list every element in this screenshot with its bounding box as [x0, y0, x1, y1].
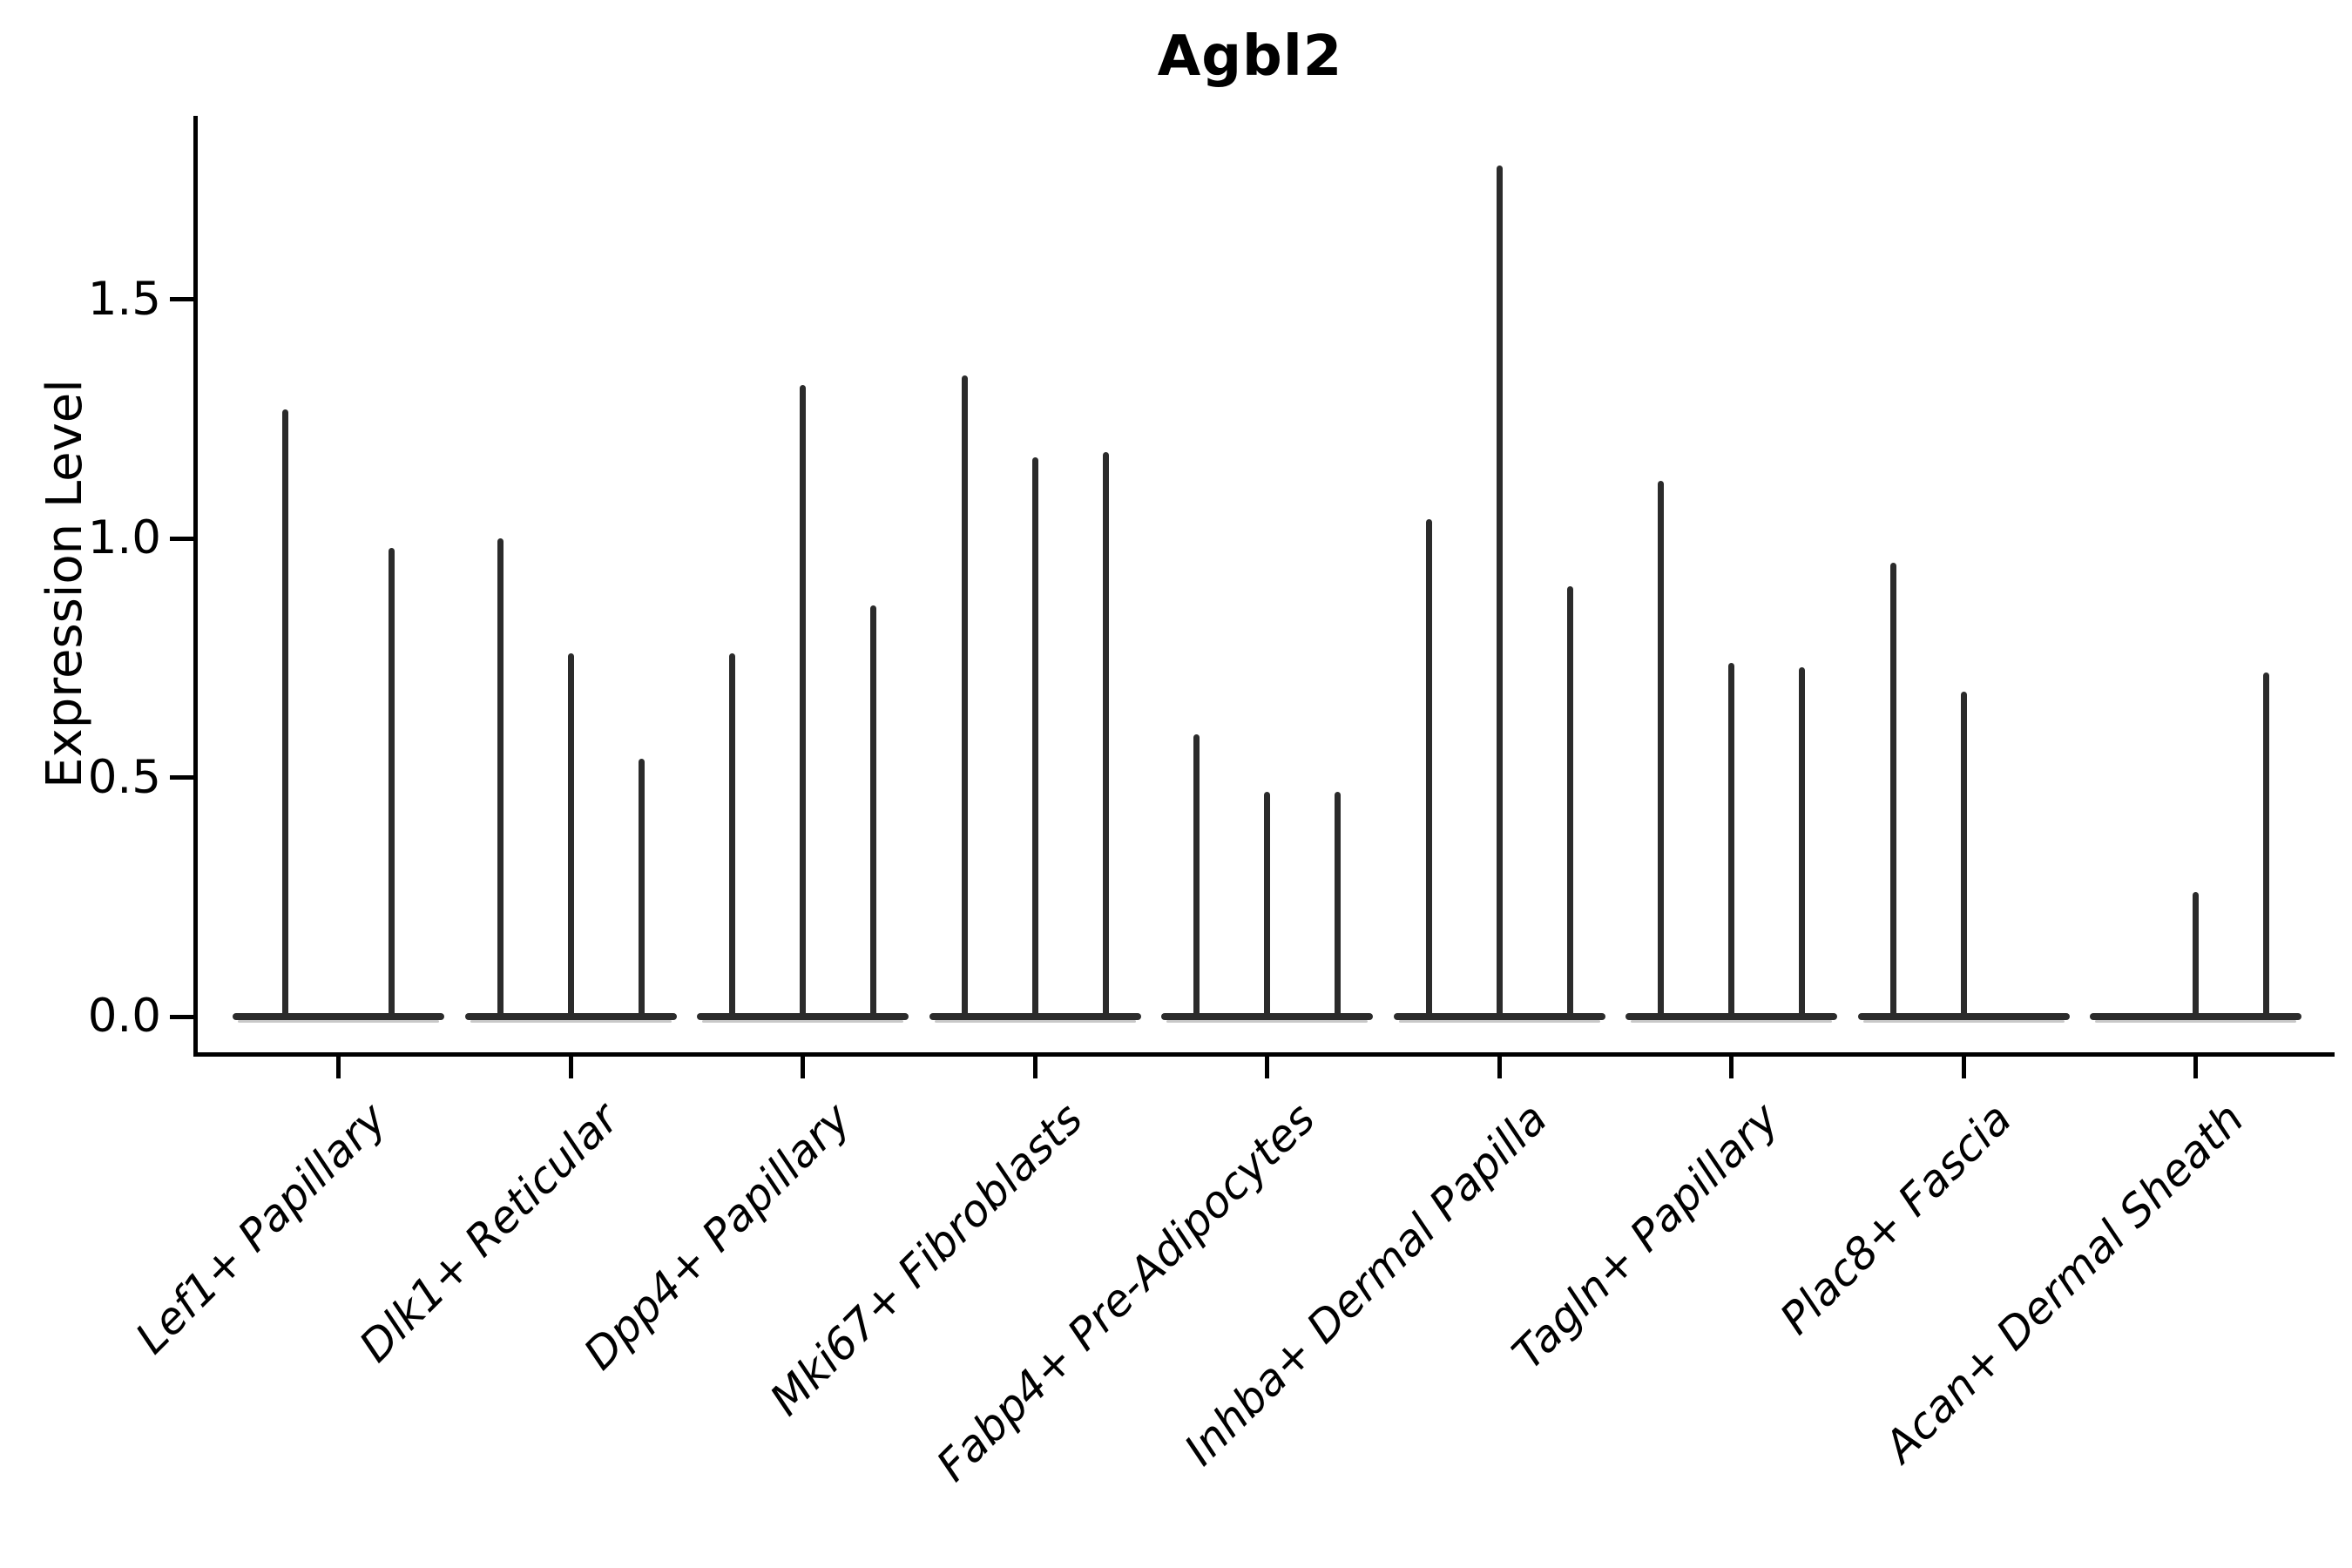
violin-baseline: [1625, 1013, 1837, 1020]
violin-spike: [1425, 519, 1432, 1017]
violin-spike: [1264, 792, 1270, 1017]
y-tick: [170, 536, 193, 541]
violin-baseline-soft: [702, 1020, 903, 1023]
y-tick: [170, 775, 193, 780]
x-tick-label: Plac8+ Fascia: [1770, 1093, 2022, 1344]
left-axis-spine: [193, 116, 198, 1057]
x-tick: [568, 1057, 573, 1078]
x-tick: [2193, 1057, 2198, 1078]
violin-baseline: [697, 1013, 909, 1020]
violin-spike: [729, 652, 735, 1017]
x-tick: [801, 1057, 805, 1078]
x-tick: [1961, 1057, 1966, 1078]
x-tick: [1032, 1057, 1037, 1078]
violin-spike: [1496, 165, 1503, 1017]
x-tick: [1729, 1057, 1734, 1078]
violin-baseline-soft: [2095, 1020, 2296, 1023]
violin-spike: [1566, 585, 1573, 1017]
violin-spike: [497, 538, 504, 1017]
violin-baseline: [929, 1013, 1141, 1020]
violin-spike: [1799, 667, 1805, 1017]
violin-baseline: [1393, 1013, 1605, 1020]
violin-spike: [1658, 481, 1664, 1017]
x-tick-label: Fabp4+ Pre-Adipocytes: [926, 1093, 1325, 1491]
violin-spike: [1728, 662, 1734, 1017]
violin-baseline: [2090, 1013, 2301, 1020]
violin-spike: [2193, 892, 2199, 1017]
violin-spike: [961, 375, 968, 1017]
violin-baseline-soft: [1398, 1020, 1600, 1023]
violin-baseline-soft: [1166, 1020, 1368, 1023]
violin-spike: [2263, 672, 2269, 1017]
y-tick-label: 0.5: [87, 750, 161, 804]
y-tick: [170, 1014, 193, 1019]
violin-spike: [1960, 691, 1967, 1017]
violin-spike: [567, 652, 574, 1017]
violin-spike: [388, 548, 395, 1017]
violin-baseline: [233, 1013, 444, 1020]
violin-baseline-soft: [238, 1020, 439, 1023]
chart-title: Agbl2: [1157, 24, 1343, 89]
violin-spike: [870, 605, 876, 1017]
violin-spike: [638, 758, 645, 1017]
violin-baseline-soft: [1862, 1020, 2065, 1023]
violin-baseline-soft: [470, 1020, 672, 1023]
violin-spike: [1031, 456, 1038, 1017]
violin-baseline: [1857, 1013, 2070, 1020]
x-tick-label: Lef1+ Papillary: [125, 1093, 396, 1364]
violin-spike: [282, 409, 289, 1017]
y-tick: [170, 297, 193, 301]
violin-baseline-soft: [1631, 1020, 1832, 1023]
violin-spike: [1102, 452, 1109, 1017]
violin-spike: [1335, 792, 1341, 1017]
y-tick-label: 1.0: [87, 511, 161, 564]
violin-baseline: [464, 1013, 677, 1020]
y-tick-label: 1.5: [87, 272, 161, 326]
violin-spike: [800, 385, 806, 1017]
bottom-axis-spine: [193, 1052, 2335, 1057]
violin-baseline-soft: [934, 1020, 1136, 1023]
x-tick: [1265, 1057, 1269, 1078]
violin-spike: [1193, 734, 1200, 1017]
violin-baseline: [1161, 1013, 1373, 1020]
x-tick: [1497, 1057, 1502, 1078]
violin-spike: [1889, 562, 1896, 1017]
x-tick: [336, 1057, 341, 1078]
y-tick-label: 0.0: [87, 990, 161, 1043]
